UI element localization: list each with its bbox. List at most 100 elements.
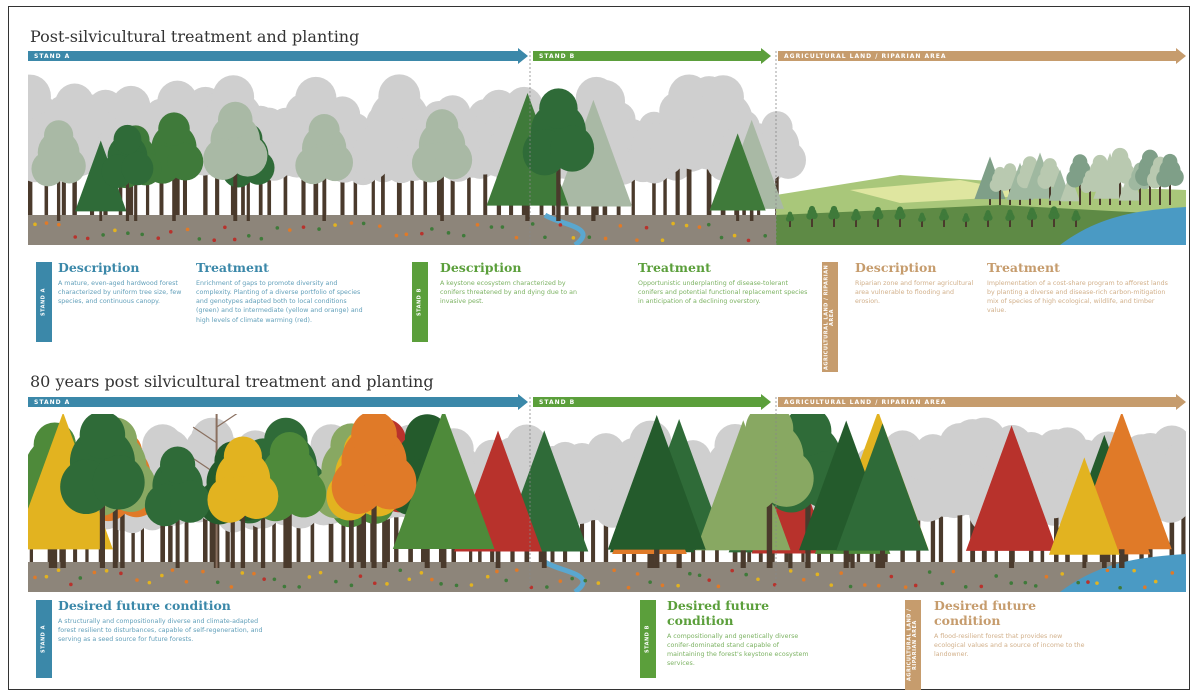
crown bbox=[158, 112, 190, 145]
crown bbox=[52, 148, 85, 183]
crown bbox=[228, 135, 268, 177]
seedling bbox=[350, 221, 354, 225]
seedling bbox=[495, 570, 499, 574]
crown bbox=[943, 214, 949, 220]
crown bbox=[1051, 206, 1057, 212]
crown bbox=[270, 432, 309, 473]
seedling bbox=[1095, 581, 1099, 585]
seedling bbox=[588, 235, 592, 239]
seedling bbox=[1106, 569, 1110, 573]
crown bbox=[121, 152, 153, 185]
crown bbox=[759, 450, 813, 507]
crown bbox=[426, 109, 458, 143]
seedling bbox=[378, 224, 382, 228]
seedling bbox=[645, 226, 649, 230]
crown bbox=[853, 209, 858, 215]
seedling bbox=[247, 234, 251, 238]
seedling bbox=[744, 573, 748, 577]
seedling bbox=[490, 225, 494, 229]
zone-label: STAND A bbox=[34, 53, 70, 60]
seedling bbox=[671, 222, 675, 226]
seedling bbox=[334, 580, 338, 584]
side-tab: STAND B bbox=[412, 262, 428, 342]
block-heading: Treatment bbox=[196, 260, 366, 275]
crown bbox=[351, 411, 397, 459]
zone-label: AGRICULTURAL LAND / RIPARIAN AREA bbox=[784, 53, 946, 60]
crown bbox=[789, 216, 794, 221]
seedling bbox=[212, 238, 216, 242]
crown bbox=[114, 125, 142, 154]
crown bbox=[1004, 163, 1016, 176]
block-text: Opportunistic underplanting of disease-t… bbox=[638, 279, 808, 306]
crown bbox=[160, 446, 195, 483]
seedling bbox=[288, 228, 292, 232]
seedling bbox=[928, 570, 932, 574]
seedling bbox=[398, 568, 402, 572]
seedling bbox=[395, 234, 399, 238]
block-text: A structurally and compositionally diver… bbox=[58, 617, 273, 644]
seedling bbox=[1045, 575, 1049, 579]
crown bbox=[986, 210, 991, 215]
block-heading: Description bbox=[440, 260, 590, 275]
seedling bbox=[698, 573, 702, 577]
seedling bbox=[45, 221, 49, 225]
crown bbox=[1009, 214, 1015, 220]
seedling bbox=[233, 238, 237, 242]
seedling bbox=[171, 568, 175, 572]
block-heading: Description bbox=[58, 260, 188, 275]
seedling bbox=[979, 585, 983, 589]
crown bbox=[833, 212, 840, 219]
crown bbox=[831, 206, 837, 212]
crown bbox=[1112, 148, 1129, 165]
block-text: Riparian zone and former agricultural ar… bbox=[855, 279, 975, 306]
branch bbox=[217, 411, 240, 427]
seedling bbox=[1118, 586, 1122, 590]
zone-arrow bbox=[28, 48, 528, 64]
zone-label: STAND B bbox=[539, 399, 575, 406]
seedling bbox=[661, 583, 665, 587]
crown bbox=[539, 88, 577, 128]
block-heading: Desired future condition bbox=[667, 598, 817, 628]
crown bbox=[761, 111, 792, 144]
seedling bbox=[802, 578, 806, 582]
seedling bbox=[476, 223, 480, 227]
scene bbox=[5, 404, 1200, 592]
block-text: A compositionally and genetically divers… bbox=[667, 632, 817, 669]
seedling bbox=[241, 571, 245, 575]
seedling bbox=[252, 572, 256, 576]
crown bbox=[435, 140, 472, 179]
seedling bbox=[877, 584, 881, 588]
block-text: Implementation of a cost-share program t… bbox=[987, 279, 1172, 316]
text-block: DescriptionA keystone ecosystem characte… bbox=[440, 260, 590, 306]
crown bbox=[1073, 154, 1088, 169]
crown bbox=[364, 455, 416, 510]
seedling bbox=[317, 227, 321, 231]
seedling bbox=[119, 572, 123, 576]
seedling bbox=[405, 232, 409, 236]
seedling bbox=[262, 577, 266, 581]
seedling bbox=[627, 586, 631, 590]
seedling bbox=[140, 233, 144, 237]
crown bbox=[235, 473, 279, 519]
seedling bbox=[1076, 581, 1080, 585]
seedling bbox=[283, 585, 287, 589]
seedling bbox=[350, 584, 354, 588]
text-block: DescriptionA mature, even-aged hardwood … bbox=[58, 260, 188, 306]
seedling bbox=[733, 234, 737, 238]
crown bbox=[1053, 212, 1060, 219]
seedling bbox=[676, 584, 680, 588]
side-tab: AGRICULTURAL LAND / RIPARIAN AREA bbox=[822, 262, 838, 372]
seedling bbox=[558, 579, 562, 583]
crown bbox=[44, 120, 73, 151]
seedling bbox=[619, 224, 623, 228]
seedling bbox=[829, 583, 833, 587]
side-tab: AGRICULTURAL LAND / RIPARIAN AREA bbox=[905, 600, 921, 690]
seedling bbox=[583, 579, 587, 583]
seedling bbox=[78, 576, 82, 580]
seedling bbox=[223, 225, 227, 229]
seedling bbox=[1024, 581, 1028, 585]
zone-arrow bbox=[28, 394, 528, 410]
seedling bbox=[1034, 584, 1038, 588]
text-block: TreatmentEnrichment of gaps to promote d… bbox=[196, 260, 366, 325]
seedling bbox=[952, 570, 956, 574]
